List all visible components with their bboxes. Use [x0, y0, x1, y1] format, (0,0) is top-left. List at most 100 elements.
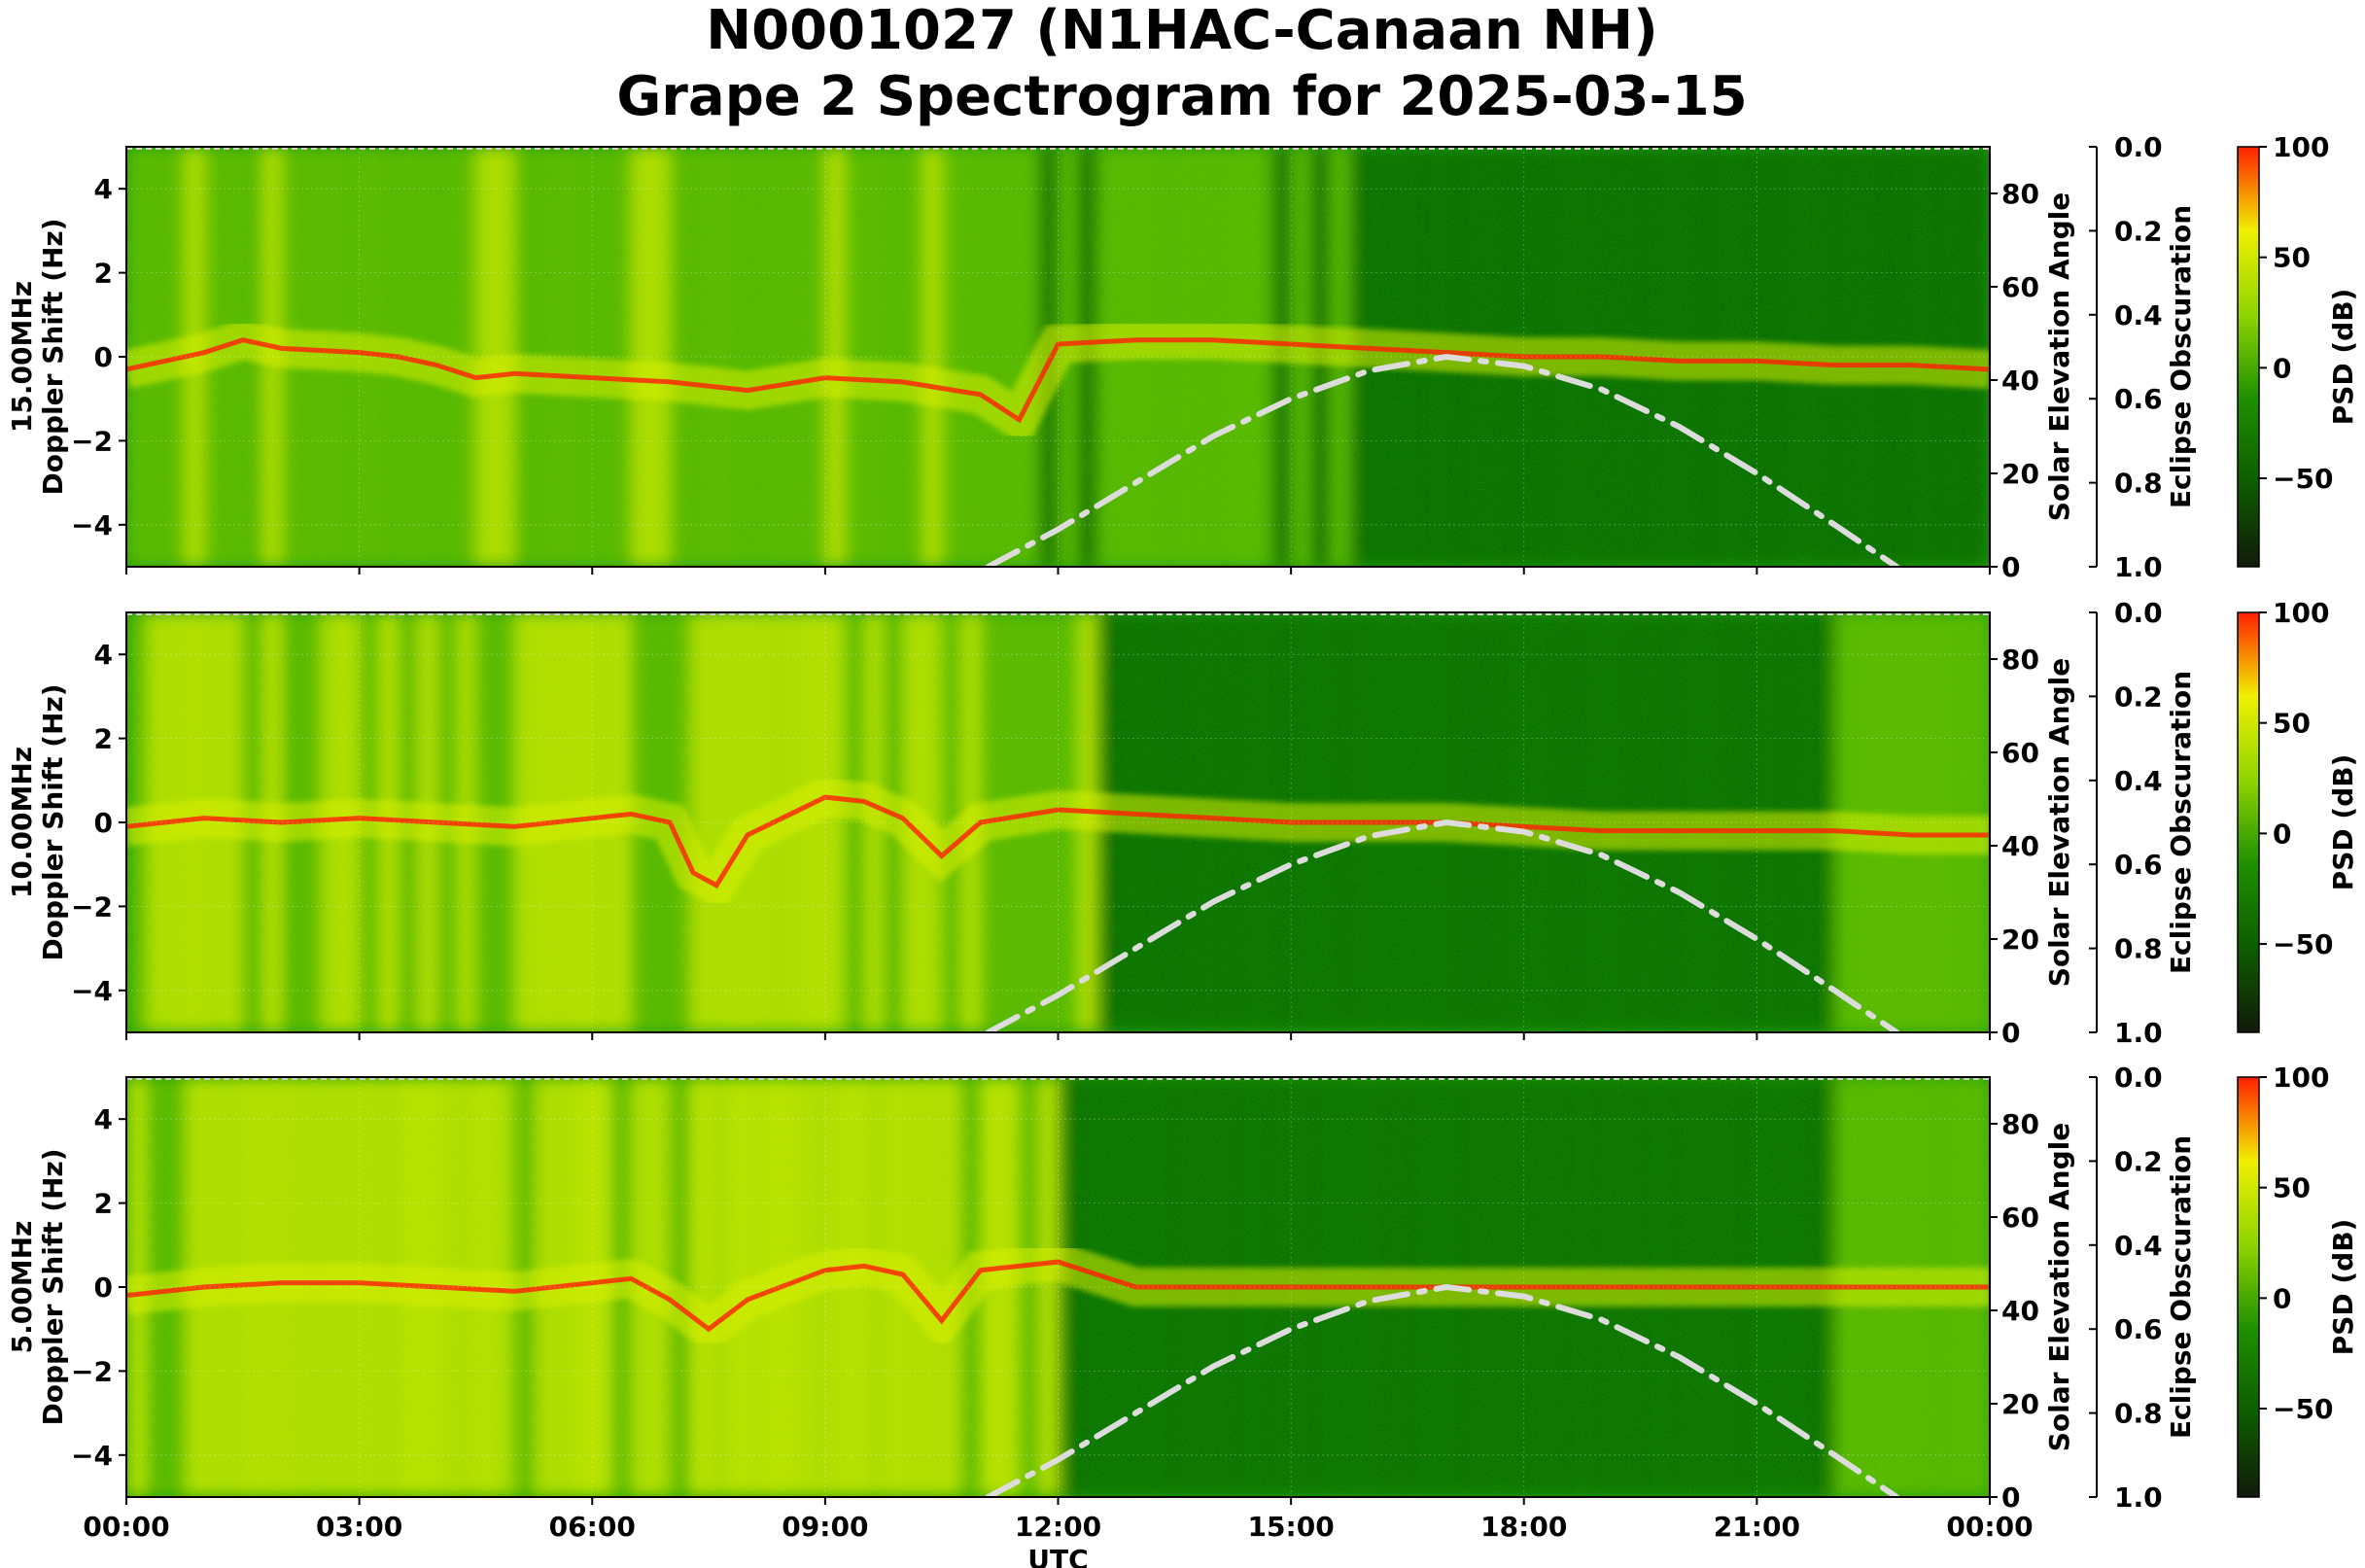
panel-5.00MHz: 420−2−45.00MHz Doppler Shift (Hz)80604020…: [6, 1062, 2359, 1514]
psd-label: PSD (dB): [2327, 289, 2359, 426]
y3-tick-label: 0.2: [2114, 680, 2163, 713]
y2-tick-label: 80: [2001, 1108, 2039, 1140]
doppler-trace: [126, 794, 1990, 889]
x-tick-label: 21:00: [1714, 1511, 1800, 1543]
eclipse-obscuration-label: Eclipse Obscuration: [2165, 671, 2197, 974]
y3-tick-label: 0.8: [2114, 1398, 2163, 1430]
y3-tick-label: 0.2: [2114, 215, 2163, 247]
colorbar: [2237, 611, 2260, 1033]
solar-elevation-label: Solar Elevation Angle: [2043, 1123, 2075, 1451]
colorbar-label: PSD (dB): [2327, 289, 2359, 426]
y-axis-label-freq: 10.00MHz: [6, 747, 38, 898]
colorbar-tick-label: 50: [2273, 1172, 2311, 1204]
y2-tick-label: 40: [2001, 830, 2039, 862]
y3-tick-label: 0.6: [2114, 849, 2163, 881]
y2-axis-label: Solar Elevation Angle: [2043, 192, 2075, 521]
y3-tick-label: 0.8: [2114, 468, 2163, 500]
y-axis-label-doppler: Doppler Shift (Hz): [37, 683, 69, 960]
colorbar-label: PSD (dB): [2327, 754, 2359, 891]
x-tick-label: 12:00: [1015, 1511, 1101, 1543]
y-axis-label: 15.00MHz Doppler Shift (Hz): [6, 218, 69, 495]
y2-axis-label: Solar Elevation Angle: [2043, 658, 2075, 987]
y2-tick-label: 0: [2001, 1017, 2020, 1049]
y2-tick-label: 60: [2001, 1202, 2039, 1234]
y2-axis-label: Solar Elevation Angle: [2043, 1123, 2075, 1451]
colorbar-tick-label: 50: [2273, 708, 2311, 740]
psd-label: PSD (dB): [2327, 754, 2359, 891]
colorbar-tick-label: −50: [2273, 1393, 2333, 1425]
grid: [126, 147, 1990, 567]
y2-tick-label: 20: [2001, 1388, 2039, 1420]
colorbar-tick-label: 0: [2273, 352, 2291, 384]
y3-tick-label: 1.0: [2114, 551, 2163, 583]
eclipse-obscuration-label: Eclipse Obscuration: [2165, 205, 2197, 508]
y3-tick-label: 0.2: [2114, 1145, 2163, 1177]
y-tick-label: 4: [94, 639, 113, 671]
y3-tick-label: 0.4: [2114, 765, 2163, 797]
y-axis-label: 10.00MHz Doppler Shift (Hz): [6, 683, 69, 960]
eclipse-obscuration-label: Eclipse Obscuration: [2165, 1135, 2197, 1439]
y-tick-label: 0: [94, 341, 113, 373]
y-tick-label: 2: [94, 1188, 113, 1220]
colorbar-tick-label: 0: [2273, 818, 2291, 850]
y-tick-label: 4: [94, 173, 113, 205]
y3-tick-label: 0.0: [2114, 597, 2163, 629]
title-line1: N0001027 (N1HAC-Canaan NH): [706, 0, 1657, 62]
x-tick-label: 09:00: [782, 1511, 868, 1543]
grid: [126, 612, 1990, 1032]
y3-tick-label: 0.0: [2114, 131, 2163, 163]
grid: [126, 1077, 1990, 1497]
y-tick-label: 0: [94, 1272, 113, 1304]
y3-tick-label: 0.6: [2114, 383, 2163, 415]
x-tick-label: 06:00: [549, 1511, 636, 1543]
y-tick-label: −2: [71, 890, 113, 923]
panel-10.00MHz: 420−2−410.00MHz Doppler Shift (Hz)8060402…: [6, 597, 2359, 1049]
x-tick-label: 03:00: [316, 1511, 402, 1543]
solar-elevation-curve: [985, 1283, 1900, 1497]
panel-15.00MHz: 420−2−415.00MHz Doppler Shift (Hz)8060402…: [6, 131, 2359, 583]
solar-elevation-curve: [985, 819, 1900, 1032]
y-axis-label-freq: 5.00MHz: [6, 1221, 38, 1354]
x-axis-label: UTC: [1027, 1544, 1088, 1568]
y2-tick-label: 20: [2001, 923, 2039, 956]
doppler-trace: [126, 337, 1990, 424]
colorbar-label: PSD (dB): [2327, 1219, 2359, 1356]
y3-axis-label: Eclipse Obscuration: [2165, 205, 2197, 508]
y3-tick-label: 0.6: [2114, 1313, 2163, 1345]
colorbar-tick-label: 100: [2273, 131, 2329, 163]
y-tick-label: 0: [94, 807, 113, 839]
y-tick-label: −4: [71, 1440, 113, 1472]
solar-elevation-label: Solar Elevation Angle: [2043, 192, 2075, 521]
y2-tick-label: 60: [2001, 271, 2039, 303]
y-tick-label: −2: [71, 425, 113, 457]
y2-tick-label: 0: [2001, 551, 2020, 583]
y-tick-label: 2: [94, 723, 113, 755]
title-line2: Grape 2 Spectrogram for 2025-03-15: [616, 65, 1747, 128]
spectrogram-area: [126, 1077, 1990, 1497]
y2-tick-label: 40: [2001, 1295, 2039, 1327]
y-tick-label: −4: [71, 509, 113, 541]
y2-tick-label: 0: [2001, 1481, 2020, 1514]
spectrogram-area: [126, 612, 1990, 1032]
colorbar: [2237, 146, 2260, 568]
solar-elevation-label: Solar Elevation Angle: [2043, 658, 2075, 987]
y3-axis-label: Eclipse Obscuration: [2165, 671, 2197, 974]
y-axis-label: 5.00MHz Doppler Shift (Hz): [6, 1148, 69, 1425]
colorbar-tick-label: −50: [2273, 463, 2333, 495]
y-tick-label: 4: [94, 1103, 113, 1135]
x-tick-label: 18:00: [1480, 1511, 1567, 1543]
psd-label: PSD (dB): [2327, 1219, 2359, 1356]
y-axis-label-doppler: Doppler Shift (Hz): [37, 1148, 69, 1425]
y3-tick-label: 0.8: [2114, 933, 2163, 965]
y3-tick-label: 0.4: [2114, 299, 2163, 331]
x-tick-label: 15:00: [1248, 1511, 1335, 1543]
y3-axis-label: Eclipse Obscuration: [2165, 1135, 2197, 1439]
y-axis-label-doppler: Doppler Shift (Hz): [37, 218, 69, 495]
y-tick-label: −2: [71, 1355, 113, 1387]
y2-tick-label: 80: [2001, 178, 2039, 210]
spectrogram-area: [126, 147, 1990, 567]
x-tick-label: 00:00: [1946, 1511, 2033, 1543]
colorbar-tick-label: 100: [2273, 597, 2329, 629]
y-tick-label: −4: [71, 975, 113, 1007]
